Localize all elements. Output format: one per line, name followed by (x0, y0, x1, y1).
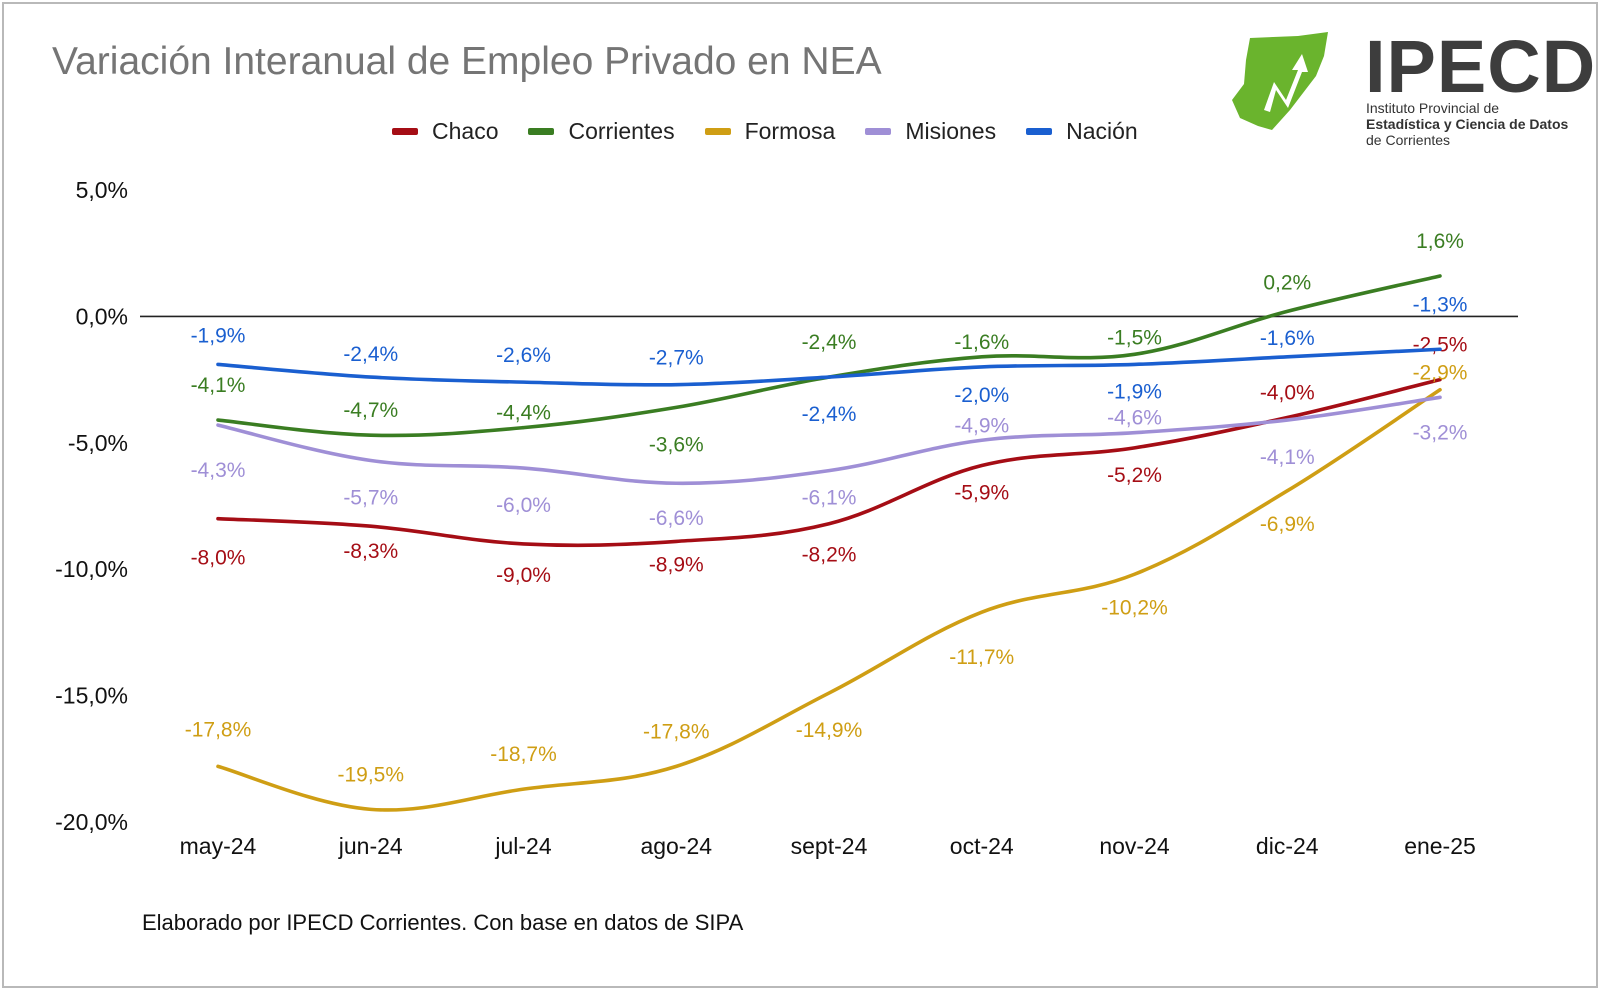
logo-word: IPECD (1365, 25, 1597, 108)
data-label-chaco: -8,9% (649, 553, 704, 576)
chart-legend: Chaco Corrientes Formosa Misiones Nación (392, 118, 1138, 145)
data-label-misiones: -3,2% (1413, 421, 1468, 444)
logo-subtitle: Instituto Provincial de Estadística y Ci… (1366, 100, 1568, 148)
data-label-misiones: -6,0% (496, 494, 551, 517)
data-label-corrientes: -3,6% (649, 433, 704, 456)
data-label-nacion: -1,3% (1413, 293, 1468, 316)
x-tick-label: ene-25 (1404, 833, 1476, 859)
data-label-chaco: -5,9% (954, 482, 1009, 505)
data-label-corrientes: -2,4% (802, 331, 857, 354)
data-label-nacion: -2,7% (649, 347, 704, 370)
series-line-nacion (216, 347, 1442, 387)
x-tick-label: sept-24 (791, 833, 868, 859)
series-line-formosa (216, 387, 1442, 812)
data-label-misiones: -4,3% (191, 459, 246, 482)
data-label-nacion: -1,6% (1260, 327, 1315, 350)
data-label-misiones: -5,7% (343, 486, 398, 509)
legend-item-corrientes: Corrientes (528, 118, 675, 145)
data-label-formosa: -10,2% (1101, 596, 1168, 619)
data-label-misiones: -6,6% (649, 507, 704, 530)
legend-swatch-chaco (392, 128, 418, 135)
legend-label-formosa: Formosa (744, 118, 836, 144)
legend-item-formosa: Formosa (704, 118, 836, 145)
y-tick-label: -20,0% (55, 809, 128, 835)
data-label-formosa: -17,8% (643, 720, 710, 743)
data-label-misiones: -4,6% (1107, 407, 1162, 430)
y-tick-label: 5,0% (76, 177, 128, 203)
legend-label-misiones: Misiones (905, 118, 997, 144)
logo-line-1: Instituto Provincial de (1366, 100, 1500, 116)
x-tick-label: ago-24 (640, 833, 712, 859)
data-label-misiones: -4,9% (954, 414, 1009, 437)
legend-label-nacion: Nación (1066, 118, 1138, 144)
data-label-chaco: -5,2% (1107, 464, 1162, 487)
data-label-formosa: -2,9% (1413, 362, 1468, 385)
y-tick-label: -10,0% (55, 556, 128, 582)
x-tick-label: dic-24 (1256, 833, 1319, 859)
data-label-corrientes: -1,6% (954, 331, 1009, 354)
logo-map-icon (1232, 32, 1328, 130)
legend-item-nacion: Nación (1026, 118, 1138, 145)
data-label-formosa: -17,8% (185, 718, 252, 741)
logo-line-2: Estadística y Ciencia de Datos (1366, 116, 1569, 132)
data-label-nacion: -2,4% (343, 343, 398, 366)
data-label-chaco: -2,5% (1413, 334, 1468, 357)
legend-label-chaco: Chaco (432, 118, 499, 144)
legend-swatch-nacion (1026, 128, 1053, 135)
data-label-misiones: -6,1% (802, 487, 857, 510)
series-line-chaco (216, 377, 1442, 548)
data-label-chaco: -8,2% (802, 544, 857, 567)
x-tick-label: jun-24 (338, 833, 403, 859)
data-label-chaco: -8,3% (343, 540, 398, 563)
data-label-corrientes: 1,6% (1416, 230, 1464, 253)
y-tick-label: -5,0% (68, 430, 128, 456)
data-label-nacion: -2,6% (496, 344, 551, 367)
x-tick-label: may-24 (180, 833, 257, 859)
data-label-nacion: -1,9% (1107, 380, 1162, 403)
data-label-corrientes: 0,2% (1263, 271, 1311, 294)
y-tick-label: -15,0% (55, 683, 128, 709)
data-label-nacion: -2,4% (802, 403, 857, 426)
legend-item-misiones: Misiones (865, 118, 996, 145)
data-label-chaco: -8,0% (191, 547, 246, 570)
legend-swatch-formosa (704, 128, 731, 135)
data-label-chaco: -4,0% (1260, 382, 1315, 405)
series-line-misiones (216, 395, 1442, 486)
x-tick-label: nov-24 (1099, 833, 1170, 859)
data-label-corrientes: -4,1% (191, 374, 246, 397)
legend-swatch-corrientes (528, 128, 555, 135)
data-label-misiones: -4,1% (1260, 446, 1315, 469)
legend-swatch-misiones (865, 128, 892, 135)
data-label-formosa: -6,9% (1260, 513, 1315, 536)
data-label-nacion: -1,9% (191, 324, 246, 347)
y-tick-label: 0,0% (76, 303, 128, 329)
data-label-formosa: -18,7% (490, 743, 557, 766)
data-label-formosa: -11,7% (949, 646, 1014, 669)
data-label-nacion: -2,0% (954, 384, 1009, 407)
x-tick-label: oct-24 (950, 833, 1014, 859)
legend-label-corrientes: Corrientes (568, 118, 675, 144)
x-tick-label: jul-24 (494, 833, 551, 859)
chart-title: Variación Interanual de Empleo Privado e… (52, 40, 882, 83)
ipecd-logo: IPECD Instituto Provincial de Estadístic… (1232, 25, 1595, 160)
data-label-formosa: -14,9% (796, 719, 863, 742)
data-label-corrientes: -1,5% (1107, 326, 1162, 349)
chart-footer: Elaborado por IPECD Corrientes. Con base… (142, 910, 744, 935)
data-label-formosa: -19,5% (337, 763, 404, 786)
data-label-chaco: -9,0% (496, 564, 551, 587)
logo-line-3: de Corrientes (1366, 132, 1451, 148)
legend-item-chaco: Chaco (392, 118, 498, 145)
data-label-corrientes: -4,4% (496, 402, 551, 425)
data-label-corrientes: -4,7% (343, 399, 398, 422)
